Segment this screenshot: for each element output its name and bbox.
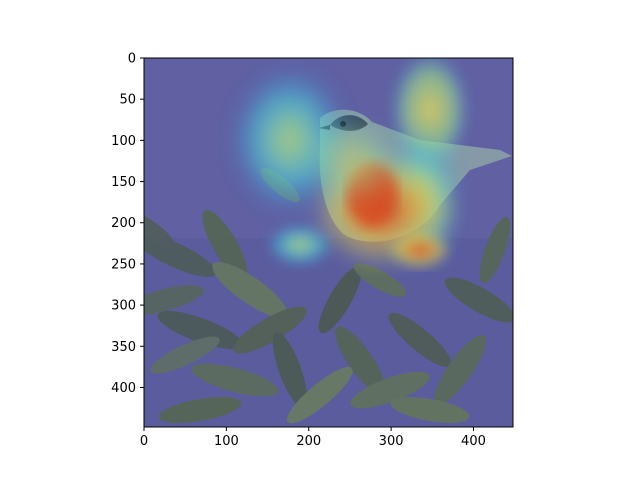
y-tick-label: 400 [111,381,136,396]
x-axis: 0 100 200 300 400 [140,427,486,449]
x-tick-label: 300 [379,434,404,449]
x-tick-label: 0 [140,434,148,449]
y-tick-label: 0 [128,52,136,67]
y-tick-label: 100 [111,134,136,149]
x-tick-label: 400 [461,434,486,449]
y-tick-label: 200 [111,216,136,231]
attention-heatmap [230,58,470,270]
y-tick-label: 50 [119,93,136,108]
y-tick-label: 300 [111,299,136,314]
x-tick-label: 200 [296,434,321,449]
leaves [144,167,513,424]
y-tick-label: 250 [111,257,136,272]
y-tick-label: 350 [111,340,136,355]
y-tick-label: 150 [111,175,136,190]
x-tick-label: 100 [214,434,239,449]
heatmap-image [144,58,513,427]
plot-frame [143,57,514,428]
y-axis: 0 50 100 150 200 250 300 350 400 [111,52,144,396]
